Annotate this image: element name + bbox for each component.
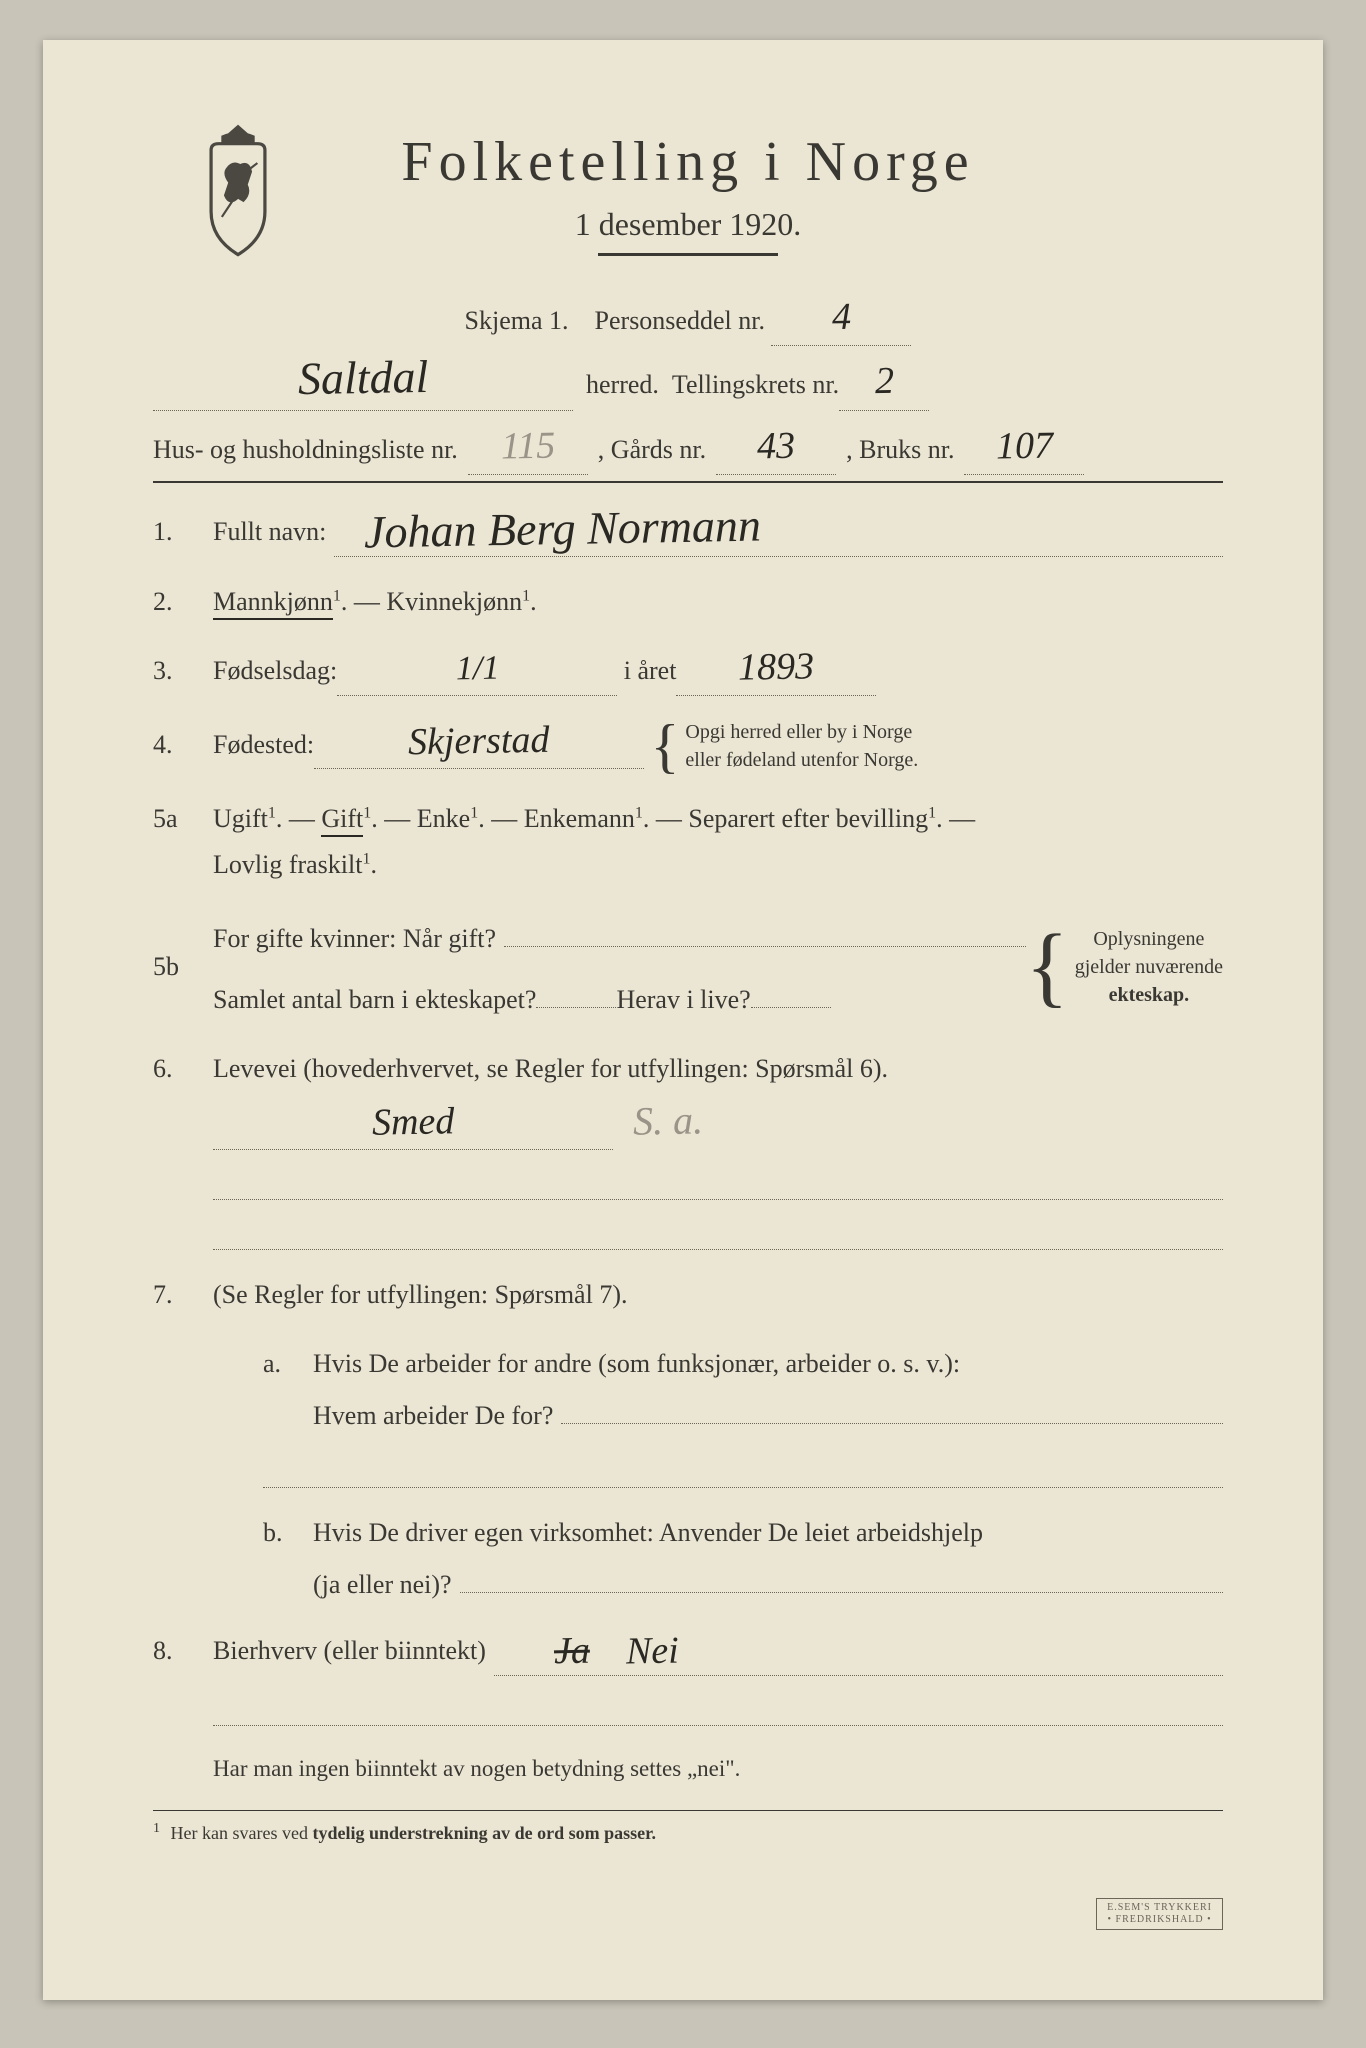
q3-num: 3.: [153, 648, 213, 695]
question-4: 4. Fødested: Skjerstad { Opgi herred ell…: [153, 718, 1223, 774]
q7b-text1: Hvis De driver egen virksomhet: Anvender…: [313, 1518, 983, 1547]
q4-label: Fødested:: [213, 722, 314, 769]
husliste-nr: 115: [500, 430, 555, 461]
form-title: Folketelling i Norge: [153, 130, 1223, 194]
skjema-label: Skjema 1.: [465, 306, 569, 335]
blank-line: [213, 1172, 1223, 1200]
form-subtitle: 1 desember 1920.: [153, 206, 1223, 243]
q7a-text2: Hvem arbeider De for?: [313, 1393, 553, 1440]
question-2: 2. Mannkjønn1. — Kvinnekjønn1.: [153, 579, 1223, 626]
question-5b: 5b For gifte kvinner: Når gift? Samlet a…: [153, 911, 1223, 1024]
question-6: 6. Levevei (hovederhvervet, se Regler fo…: [153, 1046, 1223, 1151]
q5b-line2b: Herav i live?: [616, 977, 750, 1024]
footnote-mark: 1: [153, 1821, 160, 1836]
q5a-ugift: Ugift: [213, 804, 268, 833]
q8-num: 8.: [153, 1628, 213, 1675]
q5b-note: Oplysningene gjelder nuværende ekteskap.: [1075, 925, 1223, 1009]
question-3: 3. Fødselsdag: 1/1 i året 1893: [153, 648, 1223, 696]
question-8: 8. Bierhverv (eller biinntekt) Ja Nei: [153, 1628, 1223, 1676]
printer-stamp: E.SEM'S TRYKKERI • FREDRIKSHALD •: [1096, 1898, 1223, 1930]
q7b-num: b.: [263, 1510, 313, 1557]
question-7: 7. (Se Regler for utfyllingen: Spørsmål …: [153, 1272, 1223, 1319]
question-5a: 5a Ugift1. — Gift1. — Enke1. — Enkemann1…: [153, 796, 1223, 890]
q7a-text1: Hvis De arbeider for andre (som funksjon…: [313, 1349, 960, 1378]
q3-year: 1893: [738, 651, 815, 683]
q8-struck: Ja: [554, 1636, 590, 1667]
bruks-label: , Bruks nr.: [846, 425, 954, 474]
q5a-enke: Enke: [417, 804, 470, 833]
q7a-num: a.: [263, 1341, 313, 1388]
husliste-label: Hus- og husholdningsliste nr.: [153, 425, 458, 474]
coat-of-arms-icon: [183, 120, 293, 260]
q5a-enkemann: Enkemann: [524, 804, 635, 833]
q2-num: 2.: [153, 579, 213, 626]
header: Folketelling i Norge 1 desember 1920.: [153, 130, 1223, 256]
brace-icon: {: [651, 728, 680, 764]
q7-label: (Se Regler for utfyllingen: Spørsmål 7).: [213, 1280, 627, 1309]
herred-value: Saltdal: [298, 359, 429, 398]
blank-line: [213, 1698, 1223, 1726]
q7b-text2: (ja eller nei)?: [313, 1562, 452, 1609]
q1-value: Johan Berg Normann: [364, 508, 762, 552]
blank-line: [263, 1460, 1223, 1488]
q6-annotation: S. a.: [632, 1104, 703, 1137]
tellingskrets-nr: 2: [874, 366, 894, 397]
q3-label: Fødselsdag:: [213, 648, 337, 695]
bruks-nr: 107: [996, 430, 1054, 461]
q5a-fraskilt: Lovlig fraskilt: [213, 850, 362, 879]
q6-label: Levevei (hovederhvervet, se Regler for u…: [213, 1054, 888, 1083]
q5a-separert: Separert efter bevilling: [688, 804, 928, 833]
q6-value: Smed: [372, 1106, 455, 1138]
q4-value: Skjerstad: [408, 724, 550, 757]
personseddel-label: Personseddel nr.: [595, 306, 765, 335]
title-underline: [598, 253, 778, 256]
personseddel-nr: 4: [832, 302, 852, 333]
brace-icon: {: [1026, 940, 1069, 994]
q7-num: 7.: [153, 1272, 213, 1319]
tellingskrets-label: Tellingskrets nr.: [672, 360, 839, 409]
q6-num: 6.: [153, 1046, 213, 1093]
note-below-8: Har man ingen biinntekt av nogen betydni…: [213, 1748, 1223, 1789]
census-form-page: Folketelling i Norge 1 desember 1920. Sk…: [43, 40, 1323, 2000]
footnote: 1 Her kan svares ved tydelig understrekn…: [153, 1810, 1223, 1844]
q4-num: 4.: [153, 722, 213, 769]
gards-label: , Gårds nr.: [598, 425, 706, 474]
q5a-gift: Gift: [321, 804, 363, 837]
question-7b: b. Hvis De driver egen virksomhet: Anven…: [263, 1510, 1223, 1609]
q5b-line1: For gifte kvinner: Når gift?: [213, 916, 496, 963]
q5b-line2a: Samlet antal barn i ekteskapet?: [213, 977, 536, 1024]
q3-mid: i året: [624, 648, 677, 695]
q1-label: Fullt navn:: [213, 509, 326, 556]
q8-value: Nei: [626, 1636, 679, 1667]
q8-label: Bierhverv (eller biinntekt): [213, 1628, 486, 1675]
q5b-num: 5b: [153, 944, 213, 991]
q2-opt1: Mannkjønn: [213, 587, 333, 620]
gards-nr: 43: [757, 430, 796, 461]
herred-label: herred.: [586, 360, 659, 409]
blank-line: [213, 1222, 1223, 1250]
q5a-num: 5a: [153, 796, 213, 843]
meta-row-2: Saltdal herred. Tellingskrets nr. 2: [153, 360, 1223, 410]
meta-row-3: Hus- og husholdningsliste nr. 115 , Gård…: [153, 425, 1223, 483]
question-1: 1. Fullt navn: Johan Berg Normann: [153, 507, 1223, 557]
question-7a: a. Hvis De arbeider for andre (som funks…: [263, 1341, 1223, 1440]
q2-opt2: Kvinnekjønn: [386, 587, 522, 616]
q1-num: 1.: [153, 509, 213, 556]
q4-note: Opgi herred eller by i Norge eller fødel…: [685, 718, 918, 774]
q3-day: 1/1: [455, 654, 499, 682]
meta-row-1: Skjema 1. Personseddel nr. 4: [153, 296, 1223, 346]
